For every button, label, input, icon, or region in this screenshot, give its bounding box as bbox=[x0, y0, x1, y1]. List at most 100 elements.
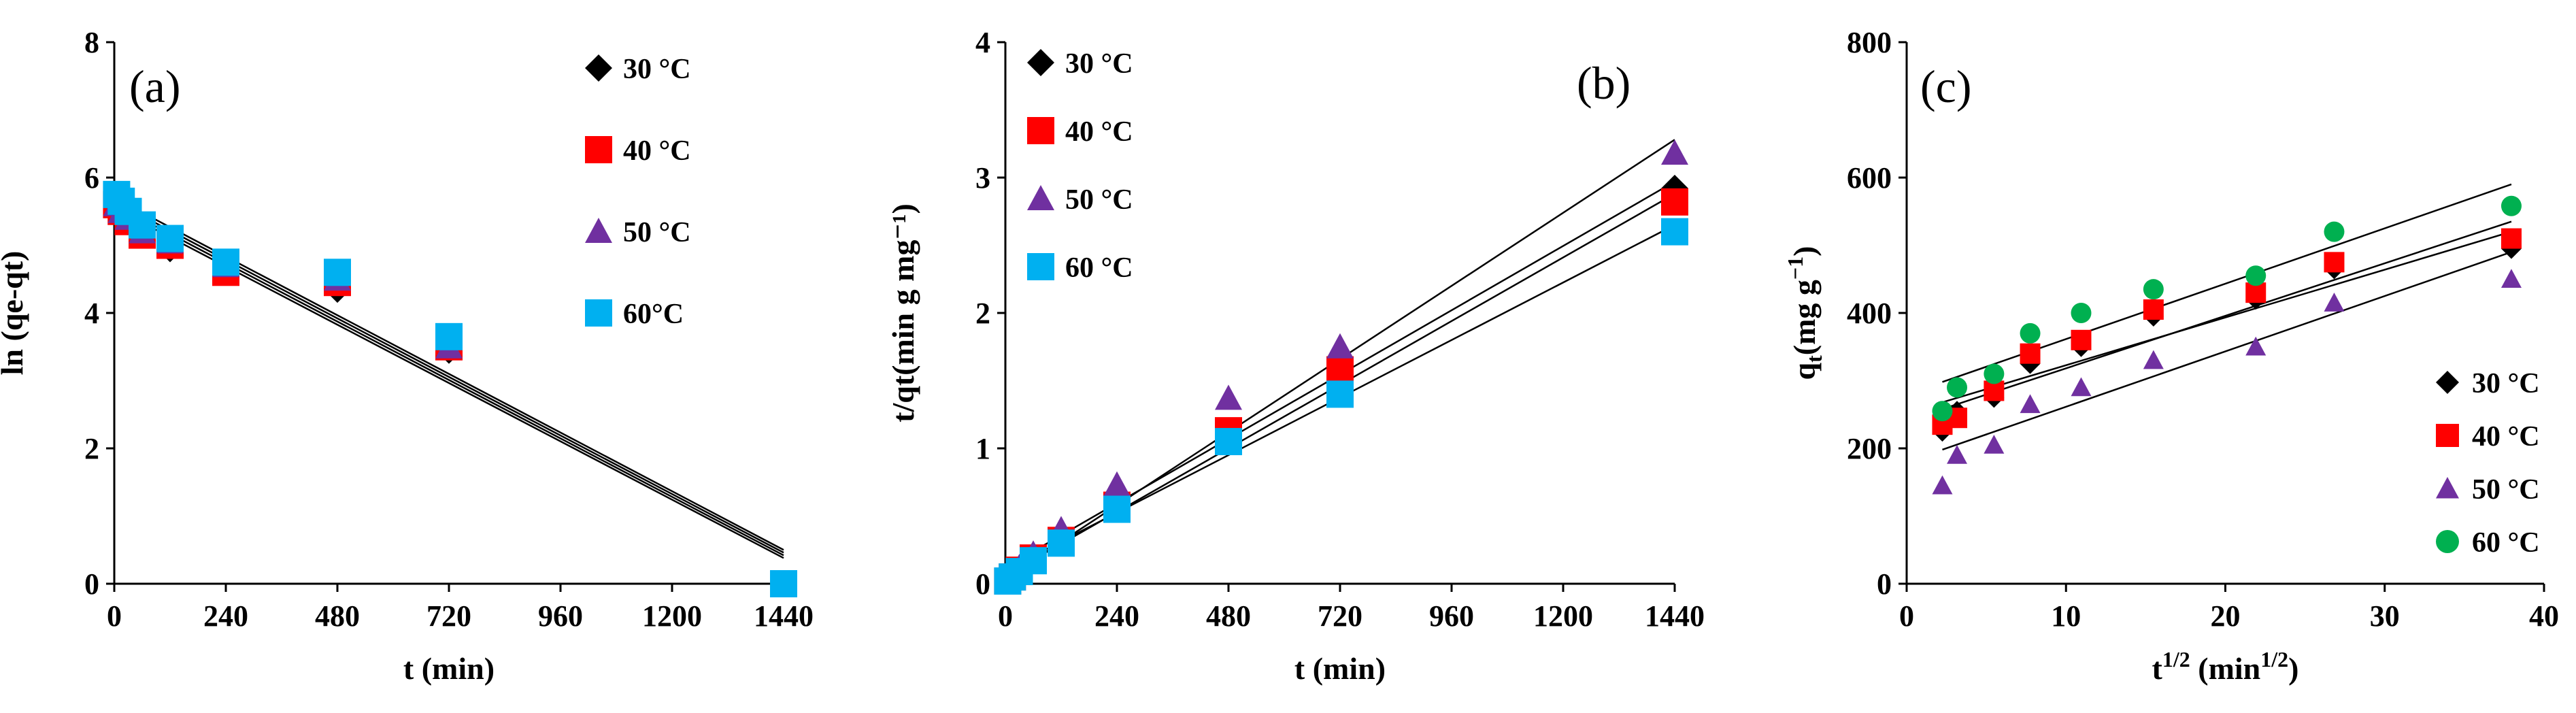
x-tick-label: 240 bbox=[1094, 599, 1139, 633]
y-tick-label: 0 bbox=[975, 567, 990, 601]
data-point bbox=[1947, 377, 1968, 398]
y-axis-label: ln (qe-qt) bbox=[0, 251, 29, 376]
data-point bbox=[2324, 252, 2345, 273]
x-tick-label: 720 bbox=[1318, 599, 1362, 633]
x-tick-label: 1200 bbox=[1533, 599, 1593, 633]
data-point bbox=[2245, 265, 2266, 286]
data-point bbox=[1984, 435, 2005, 454]
data-point bbox=[156, 225, 184, 252]
data-point bbox=[2071, 303, 2092, 323]
legend-label: 60 °C bbox=[2472, 527, 2540, 559]
data-point bbox=[1932, 475, 1953, 495]
legend-marker bbox=[1027, 185, 1054, 210]
data-point bbox=[1326, 380, 1354, 408]
data-point bbox=[1215, 428, 1242, 456]
chart-panel-a: 0 240 480 720 960 1200 1440 0 2 4 6 8 t (min) ln (qe-… bbox=[0, 26, 814, 686]
x-tick-label: 240 bbox=[203, 599, 248, 633]
x-tick-label: 1200 bbox=[642, 599, 702, 633]
legend-label: 50 °C bbox=[2472, 474, 2540, 505]
x-axis-label: t (min) bbox=[403, 651, 495, 686]
y-tick-label: 3 bbox=[975, 161, 990, 195]
fit-line bbox=[1942, 231, 2512, 403]
legend-marker bbox=[585, 218, 612, 243]
data-point bbox=[2324, 221, 2345, 242]
x-tick-label: 20 bbox=[2211, 599, 2241, 633]
data-point bbox=[2143, 299, 2164, 320]
x-tick-label: 0 bbox=[107, 599, 122, 633]
y-tick-label: 6 bbox=[84, 161, 99, 195]
x-tick-label: 0 bbox=[1899, 599, 1914, 633]
data-point bbox=[1020, 547, 1047, 575]
data-point bbox=[1947, 444, 1968, 464]
x-tick-label: 1440 bbox=[754, 599, 814, 633]
data-point bbox=[435, 322, 463, 350]
legend-label: 60 °C bbox=[1065, 252, 1133, 284]
y-tick-label: 4 bbox=[84, 297, 99, 330]
y-tick-label: 2 bbox=[975, 297, 990, 330]
data-point bbox=[2500, 269, 2522, 288]
series-60C bbox=[103, 180, 797, 597]
y-tick-label: 200 bbox=[1847, 432, 1892, 465]
x-tick-label: 1440 bbox=[1645, 599, 1705, 633]
x-tick-label: 0 bbox=[998, 599, 1013, 633]
legend-marker bbox=[585, 136, 612, 163]
legend-marker bbox=[585, 299, 612, 327]
fit-line bbox=[1942, 220, 2512, 410]
y-tick-label: 8 bbox=[84, 26, 99, 59]
legend-label: 30 °C bbox=[2472, 368, 2540, 399]
data-point bbox=[2020, 394, 2041, 414]
series-60C bbox=[994, 218, 1688, 595]
x-axis-label: t (min) bbox=[1294, 651, 1386, 686]
chart-panel-b: 0 240 480 720 960 1200 1440 0 1 2 3 4 t (min) t/qt(mi… bbox=[886, 26, 1705, 686]
panel-label: (c) bbox=[1920, 61, 1971, 112]
data-point bbox=[1326, 356, 1354, 384]
data-point bbox=[1215, 384, 1242, 410]
data-point bbox=[2071, 329, 2092, 350]
legend-marker bbox=[2436, 530, 2459, 553]
x-tick-label: 10 bbox=[2051, 599, 2081, 633]
data-point bbox=[1661, 139, 1688, 165]
data-point bbox=[2500, 195, 2522, 216]
data-point bbox=[2143, 350, 2164, 369]
legend-marker bbox=[585, 54, 612, 82]
legend-label: 60°C bbox=[623, 299, 684, 330]
x-axis-label: t1/2 (min1/2) bbox=[2152, 647, 2299, 686]
data-point bbox=[2020, 343, 2041, 364]
y-tick-label: 800 bbox=[1847, 26, 1892, 59]
legend-marker bbox=[1027, 117, 1054, 144]
panel-label: (b) bbox=[1577, 57, 1630, 109]
legend-label: 40 °C bbox=[623, 135, 691, 167]
y-axis-label: qt(mg g−1) bbox=[1783, 246, 1826, 380]
x-tick-label: 720 bbox=[426, 599, 471, 633]
legend-marker bbox=[2436, 424, 2459, 447]
data-point bbox=[129, 211, 156, 239]
legend-label: 30 °C bbox=[623, 54, 691, 85]
legend: 30 °C 40 °C 50 °C 60 °C bbox=[2436, 368, 2540, 559]
y-tick-label: 2 bbox=[84, 432, 99, 465]
data-point bbox=[1326, 333, 1354, 359]
legend-label: 40 °C bbox=[1065, 116, 1133, 148]
fit-line bbox=[1942, 251, 2512, 451]
data-point bbox=[2143, 279, 2164, 300]
legend-marker bbox=[1027, 253, 1054, 280]
data-point bbox=[2324, 293, 2345, 312]
y-tick-label: 400 bbox=[1847, 297, 1892, 330]
data-point bbox=[2500, 228, 2522, 249]
legend-marker bbox=[1027, 49, 1054, 76]
legend: 30 °C 40 °C 50 °C 60 °C bbox=[1027, 48, 1133, 284]
data-point bbox=[324, 259, 351, 286]
series-40C bbox=[103, 190, 797, 597]
x-tick-label: 40 bbox=[2529, 599, 2559, 633]
data-point bbox=[1103, 495, 1131, 523]
legend-label: 50 °C bbox=[1065, 184, 1133, 216]
data-point bbox=[1932, 401, 1953, 422]
data-point bbox=[2245, 336, 2266, 356]
data-point bbox=[770, 570, 797, 597]
data-point bbox=[2071, 377, 2092, 397]
data-point bbox=[1048, 529, 1075, 557]
legend-marker bbox=[2436, 371, 2459, 394]
y-axis-label: t/qt(min g mg⁻¹) bbox=[886, 203, 920, 422]
series-30C bbox=[1932, 238, 2522, 442]
series-50C bbox=[103, 190, 797, 595]
